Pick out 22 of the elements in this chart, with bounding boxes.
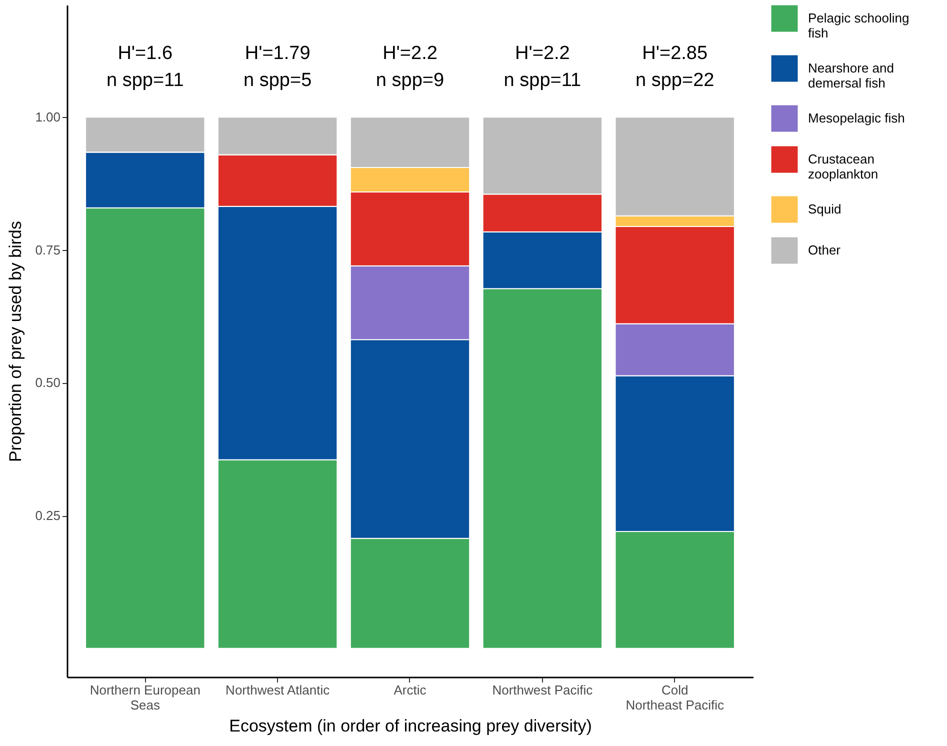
x-tick-label: Northern European Seas xyxy=(90,682,200,712)
y-tick-label: 0.50 xyxy=(35,375,60,390)
annotation: H'=1.79 n spp=5 xyxy=(243,43,312,91)
y-axis-title: Proportion of prey used by birds xyxy=(6,221,26,462)
annotation: H'=1.6 n spp=11 xyxy=(106,43,184,91)
legend-label: Crustacean zooplankton xyxy=(808,152,878,182)
y-tick-label: 0.75 xyxy=(35,242,60,258)
x-tick-label: Arctic xyxy=(394,682,427,698)
legend-label: Squid xyxy=(808,202,842,216)
legend-label: Other xyxy=(808,242,842,258)
legend-label: Nearshore and demersal fish xyxy=(808,60,894,90)
y-tick-label: 0.25 xyxy=(35,508,60,524)
x-tick-label: Cold Northeast Pacific xyxy=(626,682,724,712)
legend-label: Mesopelagic fish xyxy=(808,110,905,126)
x-axis-title: Ecosystem (in order of increasing prey diversity) xyxy=(229,716,592,736)
x-tick-label: Northwest Atlantic xyxy=(226,682,330,698)
x-tick-label: Northwest Pacific xyxy=(492,682,594,698)
annotation: H'=2.85 n spp=22 xyxy=(636,43,714,91)
annotation: H'=2.2 n spp=9 xyxy=(376,43,444,91)
legend-label: Pelagic schooling fish xyxy=(808,10,910,40)
y-tick-label: 1.00 xyxy=(35,110,60,125)
annotation: H'=2.2 n spp=11 xyxy=(504,43,582,91)
